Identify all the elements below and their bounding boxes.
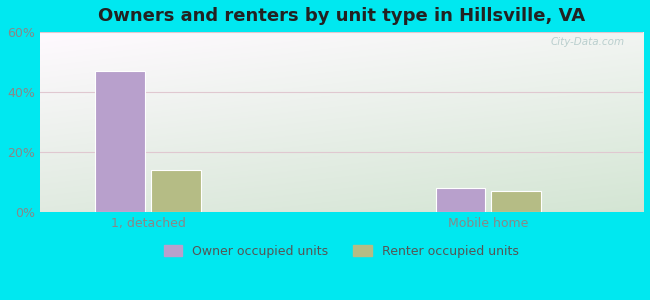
Bar [436, 188, 486, 212]
Title: Owners and renters by unit type in Hillsville, VA: Owners and renters by unit type in Hills… [98, 7, 585, 25]
Legend: Owner occupied units, Renter occupied units: Owner occupied units, Renter occupied un… [159, 240, 524, 263]
Text: City-Data.com: City-Data.com [551, 38, 625, 47]
Bar [151, 170, 201, 212]
Bar [491, 191, 541, 212]
Bar [96, 71, 145, 212]
